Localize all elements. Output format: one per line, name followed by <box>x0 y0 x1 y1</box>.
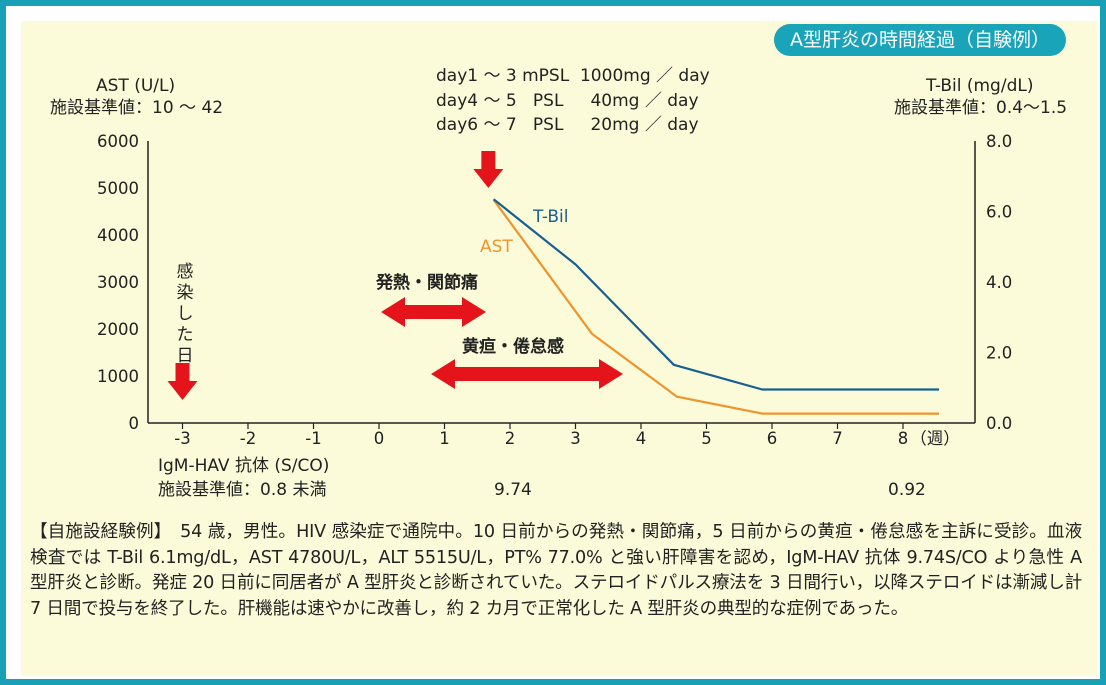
figure-panel <box>21 21 1097 676</box>
x-tick-label: 5 <box>701 429 712 448</box>
left-y-tick-label: 2000 <box>97 320 139 339</box>
right-axis-reference: 施設基準値：0.4～1.5 <box>894 98 1068 118</box>
x-unit-label: （週） <box>910 429 960 448</box>
right-y-tick-label: 8.0 <box>986 132 1012 151</box>
left-axis-reference: 施設基準値：10 ～ 42 <box>50 98 224 118</box>
series-label-ast: AST <box>480 237 513 257</box>
regimen-line: day4 ～ 5 PSL 40mg ／ day <box>436 90 699 111</box>
case-description: 【自施設経験例】 54 歳，男性。HIV 感染症で通院中。10 日前からの発熱・… <box>30 522 1082 619</box>
figure-title-badge: A型肝炎の時間経過（自験例） <box>774 24 1066 56</box>
x-tick-label: 0 <box>374 429 385 448</box>
x-tick-label: 1 <box>439 429 450 448</box>
left-y-tick-label: 6000 <box>97 132 139 151</box>
igm-value-week2: 9.74 <box>494 480 532 500</box>
right-y-tick-label: 4.0 <box>986 273 1012 292</box>
steroid-start-arrow <box>473 151 504 188</box>
fever-period-arrow <box>381 297 486 327</box>
x-tick-label: 7 <box>832 429 843 448</box>
jaundice-period-arrow <box>431 359 623 389</box>
left-axis-title: AST (U/L) <box>96 76 176 96</box>
left-y-tick-label: 5000 <box>97 179 139 198</box>
x-tick-label: -2 <box>240 429 256 448</box>
right-axis-title: T-Bil (mg/dL) <box>926 76 1034 96</box>
right-y-tick-label: 2.0 <box>986 344 1012 363</box>
igm-value-week8: 0.92 <box>888 480 926 500</box>
left-y-tick-label: 1000 <box>97 367 139 386</box>
x-tick-label: -3 <box>174 429 190 448</box>
x-tick-label: 4 <box>636 429 647 448</box>
right-y-tick-label: 6.0 <box>986 203 1012 222</box>
left-y-tick-label: 3000 <box>97 273 139 292</box>
jaundice-fatigue-label: 黄疸・倦怠感 <box>462 337 564 357</box>
x-tick-label: 6 <box>767 429 778 448</box>
infection-day-label: 感 染 し た 日 <box>176 262 194 366</box>
series-line-ast <box>492 199 939 415</box>
fever-arthralgia-label: 発熱・関節痛 <box>376 273 478 293</box>
series-line-t-bil <box>492 198 939 391</box>
steroid-regimen: day1 ～ 3 mPSL 1000mg ／ day day4 ～ 5 PSL … <box>436 64 710 138</box>
regimen-line: day6 ～ 7 PSL 20mg ／ day <box>436 115 699 135</box>
left-y-tick-label: 4000 <box>97 226 139 245</box>
x-tick-label: 8 <box>898 429 909 448</box>
x-tick-label: -1 <box>305 429 321 448</box>
igm-hav-label: IgM-HAV 抗体 (S/CO) <box>158 456 330 476</box>
left-y-tick-label: 0 <box>129 414 140 433</box>
x-tick-label: 2 <box>505 429 516 448</box>
x-tick-label: 3 <box>570 429 581 448</box>
series-label-tbil: T-Bil <box>532 207 568 227</box>
infection-day-arrow <box>167 363 198 400</box>
igm-hav-reference: 施設基準値：0.8 未満 <box>158 480 327 500</box>
regimen-line: day1 ～ 3 mPSL 1000mg ／ day <box>436 66 710 86</box>
right-y-tick-label: 0.0 <box>986 414 1012 433</box>
